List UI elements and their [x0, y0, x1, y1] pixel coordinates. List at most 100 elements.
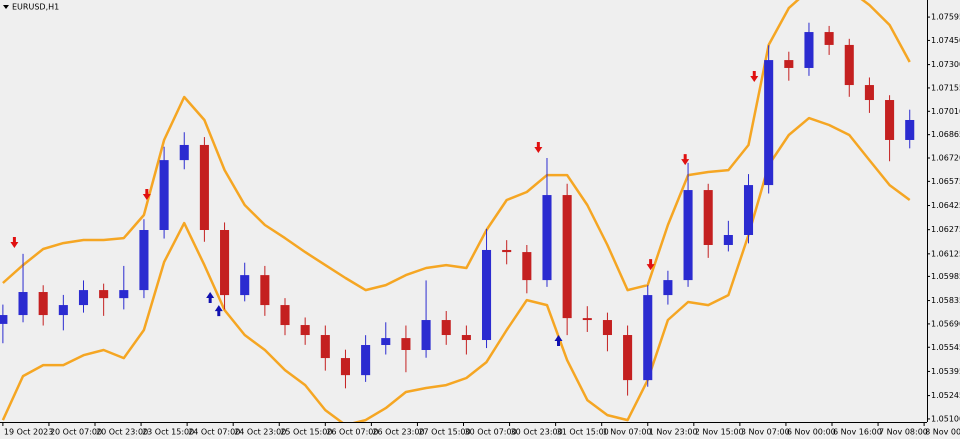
candle-body — [0, 315, 8, 324]
x-tick-label: 20 Oct 07:00 — [50, 428, 102, 437]
candle-body — [743, 185, 754, 235]
candle-body — [78, 290, 89, 306]
candle-body — [58, 305, 68, 316]
y-tick-label: 1.06575 — [931, 177, 960, 186]
y-tick-label: 1.07595 — [931, 13, 960, 22]
plot-area — [0, 0, 915, 422]
y-tick-label: 1.05100 — [931, 414, 960, 423]
candle-body — [139, 230, 149, 291]
x-tick-label: 30 Oct 07:00 — [465, 428, 517, 437]
candle-body — [381, 338, 391, 346]
candle-body — [199, 144, 209, 231]
candle-body — [804, 32, 814, 68]
candle-body — [401, 338, 411, 351]
y-tick-label: 1.05245 — [931, 391, 960, 400]
candle-body — [582, 318, 592, 321]
x-tick-label: 24 Oct 23:00 — [234, 428, 286, 437]
candle-body — [885, 100, 895, 140]
candle-body — [905, 119, 915, 140]
candle-body — [340, 358, 351, 376]
x-tick-label: 6 Nov 16:00 — [833, 428, 882, 437]
candle-body — [522, 252, 532, 281]
candle-body — [784, 60, 794, 68]
candle-body — [764, 60, 774, 186]
candle-body — [240, 275, 250, 296]
candle-body — [119, 290, 129, 299]
candle-body — [723, 234, 733, 245]
x-tick-label: 1 Nov 23:00 — [649, 428, 698, 437]
y-tick-label: 1.07300 — [931, 60, 960, 69]
candle-body — [441, 320, 451, 336]
candle-body — [38, 292, 48, 316]
x-tick-label: 8 Nov 00:00 — [925, 428, 960, 437]
sell-arrow — [750, 70, 759, 82]
x-tick-label: 31 Oct 15:00 — [557, 428, 609, 437]
candle-body — [703, 190, 713, 245]
x-tick-label: 26 Oct 23:00 — [372, 428, 424, 437]
buy-arrow — [554, 335, 563, 347]
y-tick-label: 1.07155 — [931, 83, 960, 92]
candle-body — [361, 345, 371, 376]
candle-body — [260, 275, 270, 306]
upper-band — [2, 0, 911, 292]
candle-body — [280, 305, 290, 326]
title-icon — [3, 5, 9, 9]
x-tick-label: 1 Nov 07:00 — [603, 428, 652, 437]
x-tick-label: 30 Oct 23:00 — [511, 428, 563, 437]
candle-body — [623, 335, 633, 381]
candle-body — [542, 195, 552, 281]
x-tick-label: 20 Oct 23:00 — [96, 428, 148, 437]
candle-body — [562, 195, 572, 319]
candle-body — [159, 160, 169, 231]
sell-arrow — [10, 237, 19, 249]
candle-body — [421, 320, 431, 351]
candle-body — [844, 44, 854, 86]
y-tick-label: 1.06275 — [931, 225, 960, 234]
buy-arrow — [214, 305, 223, 317]
y-tick-label: 1.05835 — [931, 296, 960, 305]
sell-arrow — [646, 259, 655, 271]
x-tick-label: 23 Oct 15:00 — [142, 428, 194, 437]
candle-body — [683, 190, 693, 281]
y-tick-label: 1.05690 — [931, 319, 960, 328]
x-tick-label: 24 Oct 07:00 — [188, 428, 240, 437]
chart-title: EURUSD,H1 — [12, 3, 59, 12]
candle-body — [824, 32, 834, 45]
candle-body — [602, 320, 612, 336]
x-tick-label: 27 Oct 15:00 — [418, 428, 470, 437]
y-tick-label: 1.06865 — [931, 130, 960, 139]
candle-body — [481, 249, 492, 341]
buy-arrow — [206, 292, 215, 304]
x-tick-label: 19 Oct 2023 — [4, 428, 53, 437]
x-tick-label: 7 Nov 08:00 — [879, 428, 928, 437]
y-tick-label: 1.06425 — [931, 201, 960, 210]
candle-body — [502, 249, 512, 253]
y-tick-label: 1.05545 — [931, 343, 960, 352]
x-tick-label: 6 Nov 00:00 — [787, 428, 836, 437]
lower-band — [1, 116, 911, 422]
y-tick-label: 1.07450 — [931, 36, 960, 45]
candle-body — [99, 290, 109, 299]
x-tick-label: 26 Oct 07:00 — [326, 428, 378, 437]
candle-body — [300, 325, 310, 336]
x-tick-label: 2 Nov 15:00 — [695, 428, 744, 437]
candle-body — [320, 335, 330, 359]
candle-body — [18, 292, 28, 316]
candle-body — [179, 144, 189, 161]
y-tick-label: 1.05395 — [931, 367, 960, 376]
y-tick-label: 1.07010 — [931, 107, 960, 116]
candle-body — [663, 280, 673, 296]
candle-body — [643, 295, 653, 381]
y-tick-label: 1.05985 — [931, 272, 960, 281]
y-tick-label: 1.06125 — [931, 249, 960, 258]
x-tick-label: 3 Nov 07:00 — [741, 428, 790, 437]
y-tick-label: 1.06720 — [931, 154, 960, 163]
sell-arrow — [534, 142, 543, 154]
x-tick-label: 25 Oct 15:00 — [280, 428, 332, 437]
candle-body — [864, 85, 874, 101]
candle-body — [461, 335, 471, 341]
sell-arrow — [142, 189, 151, 201]
sell-arrow — [681, 154, 690, 166]
